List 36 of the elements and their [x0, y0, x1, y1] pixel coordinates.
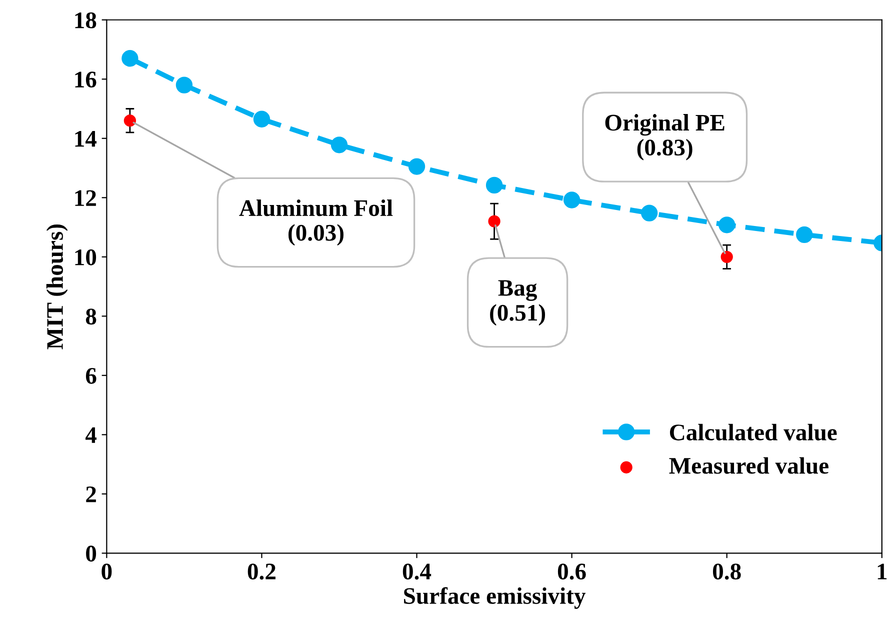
point — [486, 176, 503, 194]
point — [176, 76, 193, 94]
y-axis-title: MIT (hours) — [46, 224, 68, 350]
point — [563, 192, 580, 208]
y-tick-label: 10 — [75, 249, 96, 266]
x-tick-label: 0.8 — [712, 564, 741, 580]
point — [408, 158, 426, 175]
y-tick-label: 12 — [75, 190, 96, 206]
x-axis-title: Surface emissivity — [404, 587, 586, 609]
x-tick-label: 0 — [102, 564, 112, 580]
x-tick-label: 0.2 — [248, 564, 276, 580]
y-tick-label: 18 — [75, 12, 96, 28]
y-tick-label: 8 — [86, 308, 96, 325]
annotation: Bag (0.51) — [490, 280, 546, 326]
x-tick-label: 0.4 — [402, 564, 432, 580]
y-tick-label: 14 — [75, 130, 97, 147]
point — [330, 136, 348, 154]
point — [718, 216, 736, 234]
y-tick-label: 16 — [75, 72, 96, 88]
x-tick-label: 1 — [878, 564, 887, 580]
y-tick-label: 4 — [85, 427, 97, 443]
point — [720, 250, 733, 263]
y-tick-label: 6 — [86, 368, 96, 384]
legend-label: Measured value — [669, 457, 828, 474]
point — [640, 204, 658, 222]
point — [122, 50, 138, 67]
point — [796, 226, 813, 244]
legend-label: Calculated value — [670, 424, 837, 440]
y-tick-label: 2 — [86, 486, 96, 502]
x-tick-label: 0.6 — [558, 564, 586, 580]
annotation: Original PE (0.83) — [605, 114, 724, 160]
point — [253, 110, 270, 128]
point — [488, 215, 500, 228]
y-tick-label: 0 — [86, 546, 96, 562]
point — [124, 114, 136, 127]
annotation: Aluminum Foil (0.03) — [239, 199, 393, 246]
